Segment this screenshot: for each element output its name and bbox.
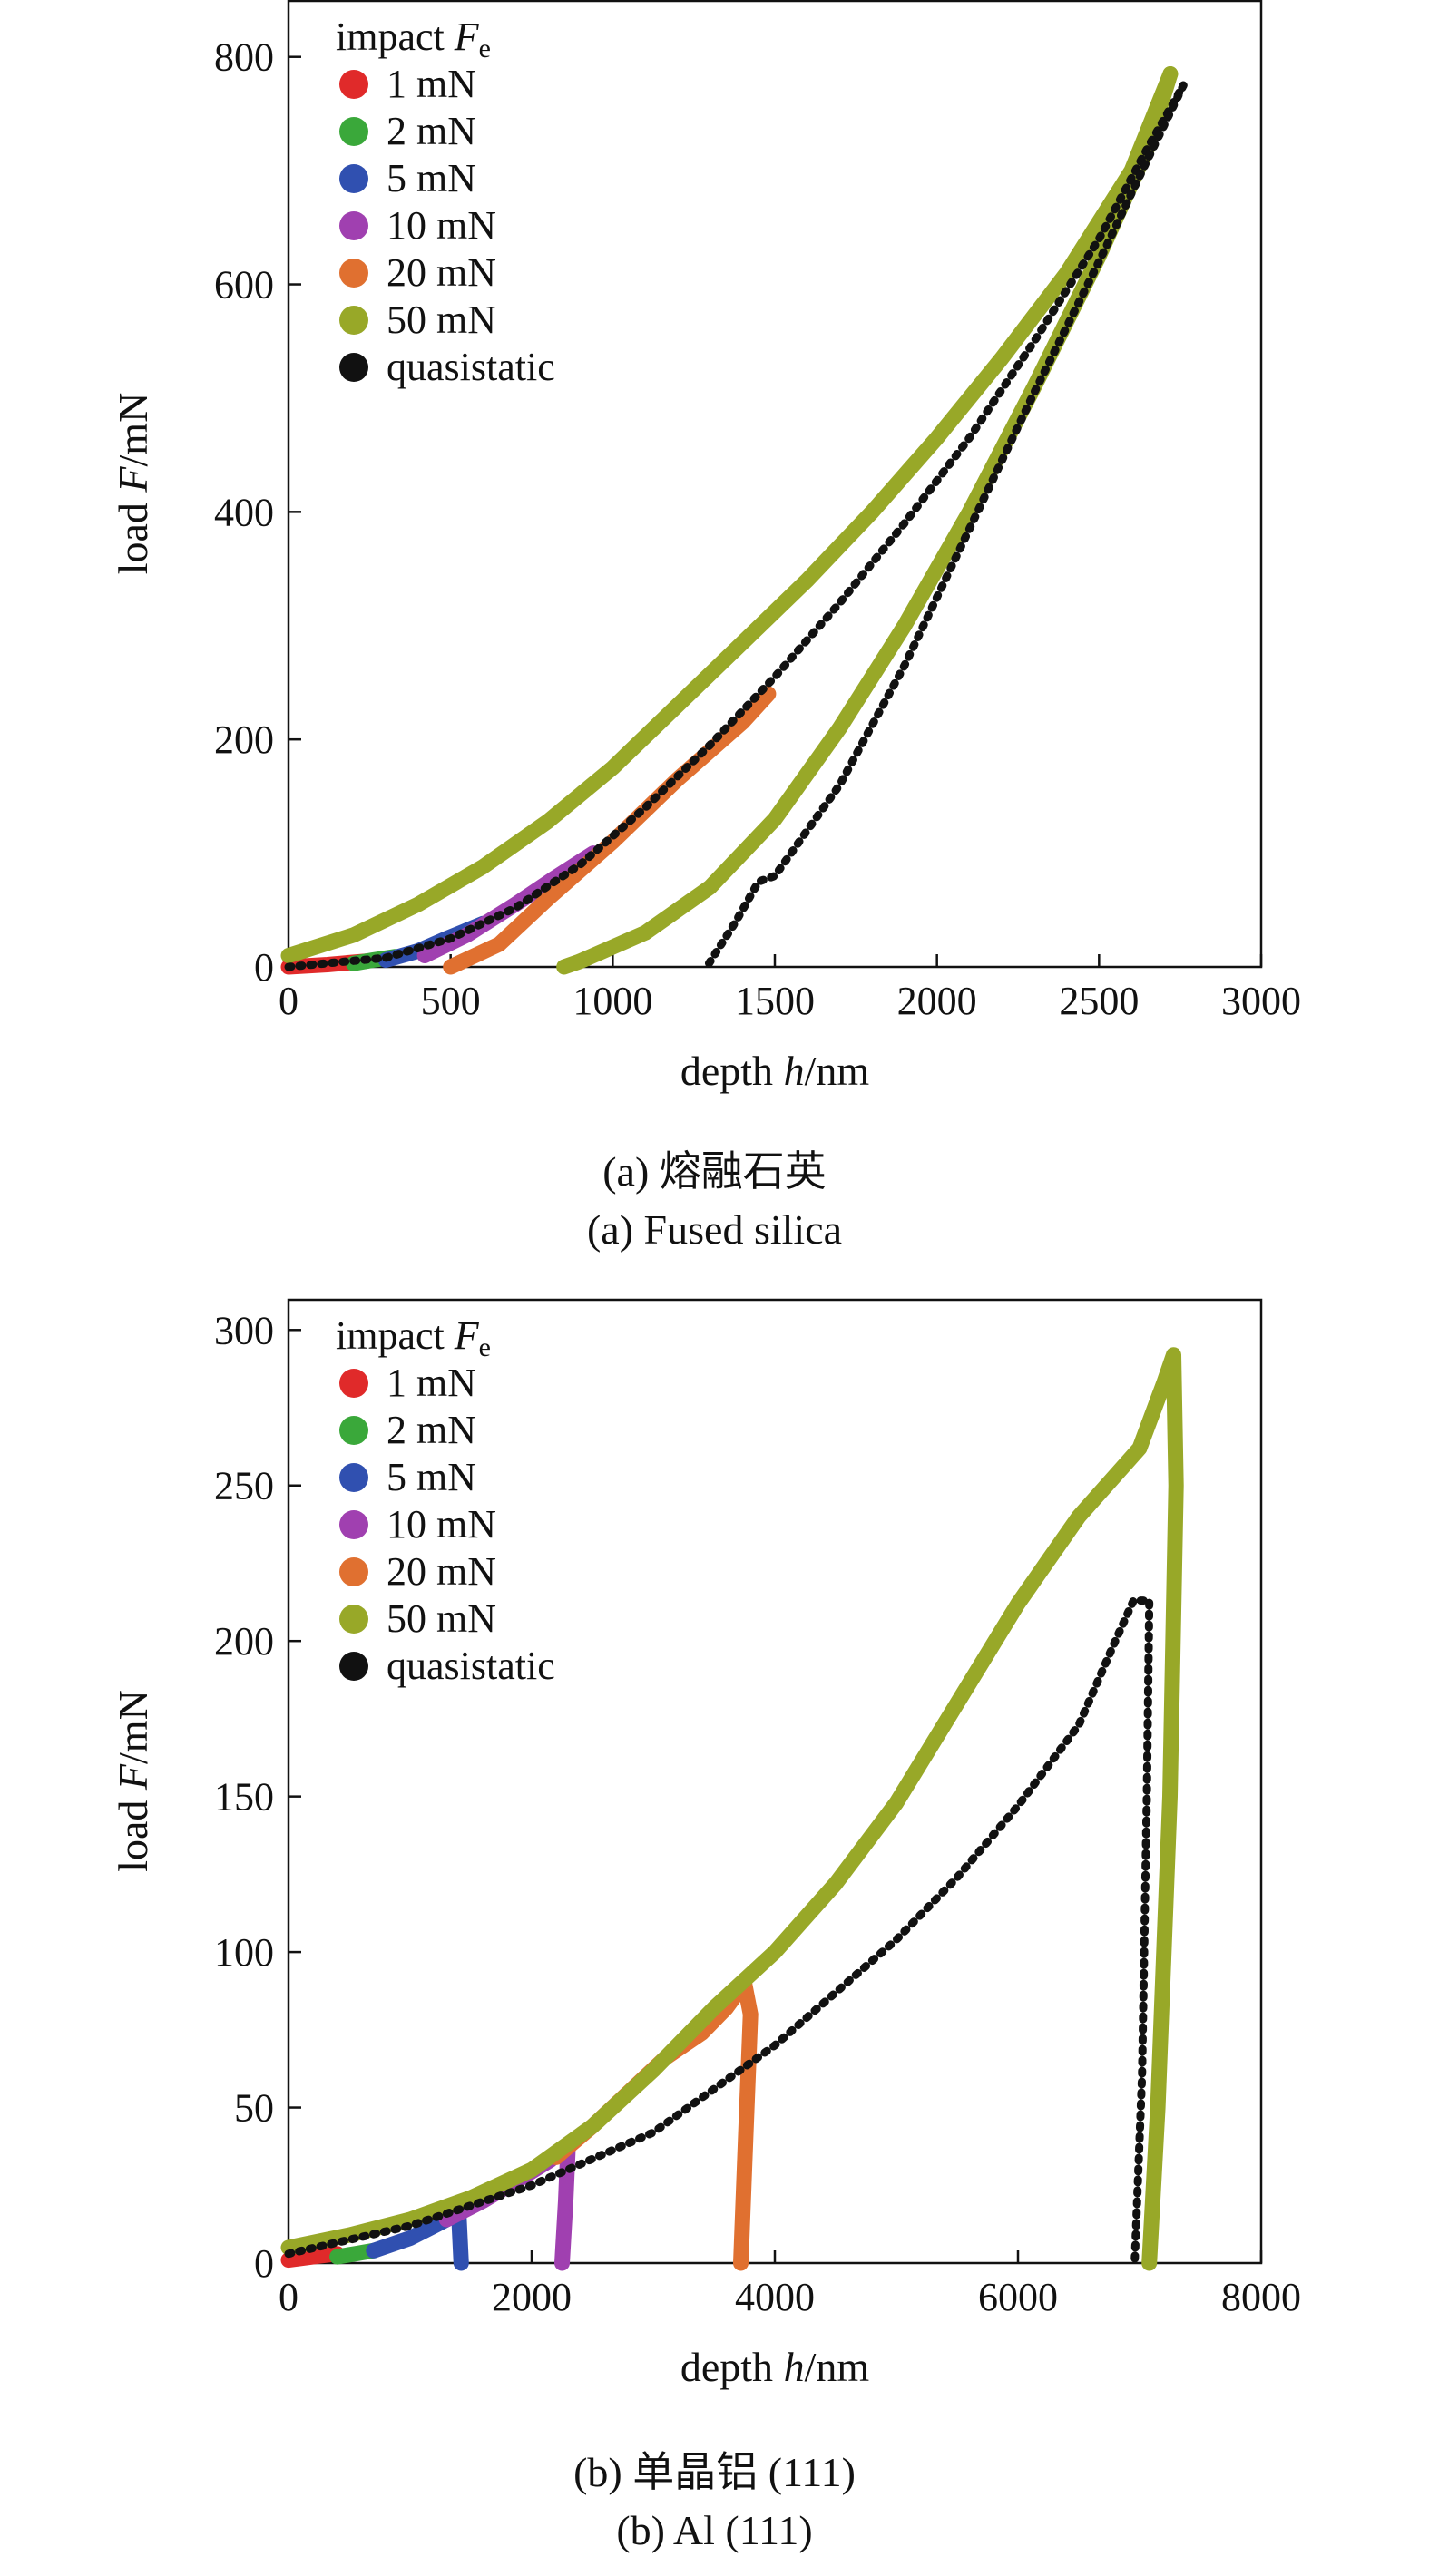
legend-marker (339, 1652, 368, 1681)
legend-label: 10 mN (387, 1502, 496, 1547)
series-50-mn (280, 1347, 1184, 2271)
x-axis-title: depth h/nm (680, 1048, 869, 1094)
series-line-50-mn (556, 66, 1179, 975)
legend-label: 5 mN (387, 156, 476, 200)
caption-a-en: (a) Fused silica (586, 1206, 843, 1253)
legend-marker (339, 1510, 368, 1539)
series-50-mn (280, 66, 1179, 975)
y-tick-label: 200 (214, 1619, 274, 1664)
legend-label: 20 mN (387, 250, 496, 295)
x-tick-label: 2000 (897, 979, 977, 1023)
legend-marker (339, 211, 368, 240)
y-tick-label: 250 (214, 1464, 274, 1508)
x-axis-title: depth h/nm (680, 2344, 869, 2390)
legend-marker (339, 306, 368, 335)
y-tick-label: 800 (214, 35, 274, 80)
y-tick-label: 200 (214, 717, 274, 762)
legend-label: 50 mN (387, 1596, 496, 1641)
legend-label: 20 mN (387, 1549, 496, 1594)
legend-label: 10 mN (387, 203, 496, 248)
series-line-quasistatic (284, 1596, 1154, 2268)
y-tick-label: 400 (214, 490, 274, 534)
legend-label: 5 mN (387, 1455, 476, 1499)
legend-label: 2 mN (387, 1408, 476, 1452)
legend-marker (339, 1369, 368, 1398)
legend-label: quasistatic (387, 345, 555, 389)
series-line-5-mn (366, 2205, 469, 2271)
legend-marker (339, 1557, 368, 1586)
y-tick-label: 0 (254, 945, 274, 990)
legend-marker (339, 1416, 368, 1445)
y-tick-label: 300 (214, 1308, 274, 1352)
x-tick-label: 500 (421, 979, 481, 1023)
series-quasistatic (284, 1596, 1154, 2268)
chart-b: 0 2000 4000 6000 8000 0 50 100 150 200 250 300 depth… (110, 1298, 1301, 2390)
y-tick-label: 150 (214, 1775, 274, 1820)
x-tick-label: 4000 (735, 2275, 815, 2319)
legend-label: 2 mN (387, 109, 476, 153)
legend-marker (339, 164, 368, 193)
series-line-20-mn (443, 686, 777, 975)
y-axis-title: load F/mN (110, 393, 156, 575)
legend-marker (339, 1605, 368, 1634)
legend-title: impact Fe (336, 15, 491, 63)
series-1-mn (280, 2246, 346, 2269)
legend-marker (339, 1463, 368, 1492)
x-tick-label: 2000 (492, 2275, 572, 2319)
series-line-quasistatic (702, 81, 1188, 971)
legend-marker (339, 70, 368, 99)
x-tick-label: 0 (279, 979, 299, 1023)
legend-marker (339, 353, 368, 382)
series-20-mn (443, 686, 777, 975)
x-tick-label: 1000 (573, 979, 652, 1023)
legend-marker (339, 259, 368, 288)
x-tick-label: 3000 (1221, 979, 1301, 1023)
legend-label: 1 mN (387, 1361, 476, 1405)
series-line-quasistatic (284, 81, 1188, 971)
legend-label: 50 mN (387, 298, 496, 342)
series-line-50-mn (280, 66, 1179, 963)
y-tick-label: 50 (234, 2086, 274, 2131)
y-tick-label: 600 (214, 263, 274, 307)
series-line-1-mn (280, 2246, 346, 2269)
x-tick-label: 8000 (1221, 2275, 1301, 2319)
legend-marker (339, 117, 368, 146)
caption-b-en: (b) Al (111) (616, 2507, 813, 2553)
legend-label: 1 mN (387, 62, 476, 106)
caption-a-cn: (a) 熔融石英 (602, 1148, 827, 1195)
caption-b-cn: (b) 单晶铝 (111) (573, 2449, 856, 2495)
chart-a: 0 500 1000 1500 2000 2500 3000 0 200 400 600 800 dep… (110, 0, 1301, 1094)
x-tick-label: 2500 (1059, 979, 1139, 1023)
x-tick-label: 6000 (978, 2275, 1058, 2319)
series-quasistatic (284, 81, 1188, 971)
x-tick-label: 0 (279, 2275, 299, 2319)
y-axis-title: load F/mN (110, 1690, 156, 1872)
y-tick-label: 100 (214, 1930, 274, 1975)
legend-title: impact Fe (336, 1313, 491, 1362)
x-tick-label: 1500 (735, 979, 815, 1023)
legend-label: quasistatic (387, 1644, 555, 1688)
series-line-50-mn (280, 1347, 1184, 2271)
series-5-mn (366, 2205, 469, 2271)
y-tick-label: 0 (254, 2241, 274, 2286)
